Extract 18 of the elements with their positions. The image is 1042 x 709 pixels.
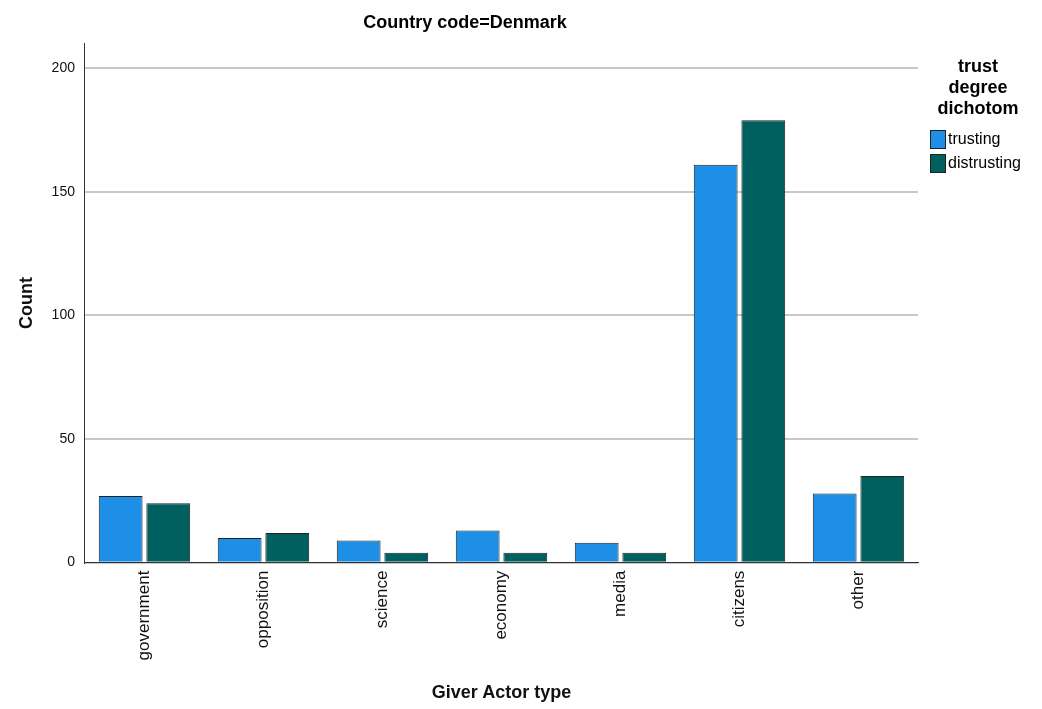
- x-tick-label: citizens: [729, 570, 749, 628]
- legend-title: trust degree dichotom: [936, 56, 1020, 119]
- chart-title: Country code=Denmark: [363, 11, 568, 32]
- y-tick-label: 200: [51, 59, 76, 76]
- y-tick-label: 50: [59, 429, 76, 446]
- y-tick-label: 150: [51, 182, 76, 199]
- y-tick-label: 0: [67, 553, 76, 570]
- x-tick-label: other: [848, 570, 868, 610]
- x-tick-label: science: [372, 570, 392, 629]
- legend-label: trusting: [948, 130, 1001, 148]
- x-tick-label: government: [134, 570, 154, 661]
- x-tick-label: opposition: [253, 570, 273, 649]
- x-axis-title: Giver Actor type: [431, 682, 572, 703]
- y-axis-title: Count: [15, 277, 36, 330]
- y-tick-label: 100: [51, 306, 76, 323]
- x-tick-label: economy: [491, 570, 511, 640]
- x-tick-label: media: [610, 570, 630, 617]
- legend-label: distrusting: [948, 154, 1021, 172]
